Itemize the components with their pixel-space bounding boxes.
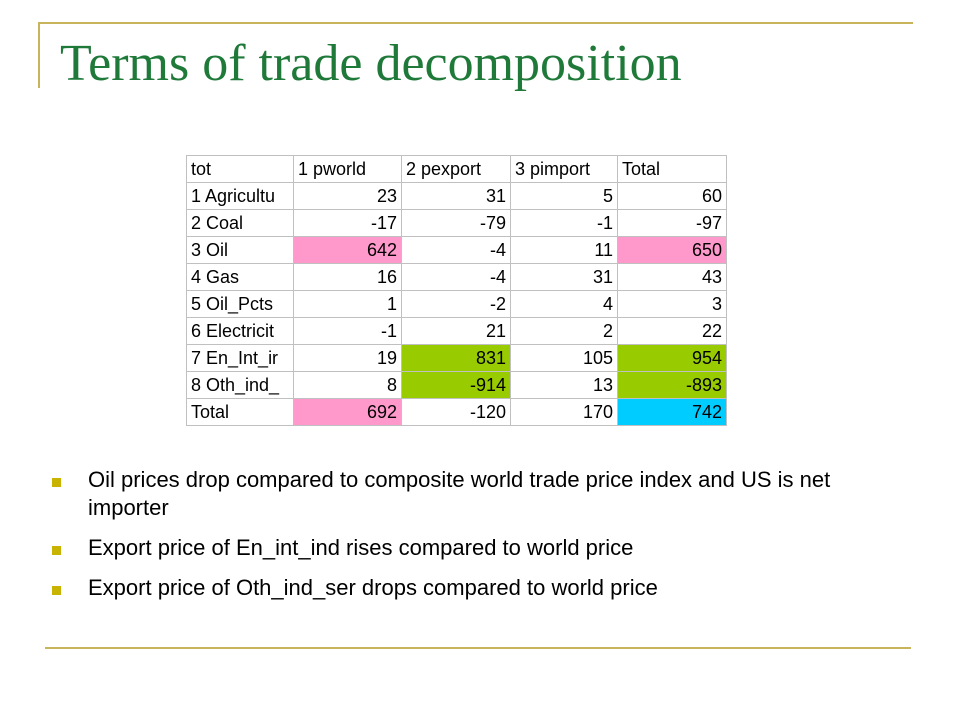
table-cell: -1 <box>510 209 618 237</box>
table-row: 2 Coal -17 -79 -1 -97 <box>186 209 727 237</box>
row-label: 3 Oil <box>186 236 294 264</box>
table-cell: 31 <box>510 263 618 291</box>
bullet-square-icon <box>52 546 61 555</box>
table-cell: -120 <box>401 398 511 426</box>
bullet-list: Oil prices drop compared to composite wo… <box>48 466 908 614</box>
top-divider <box>38 22 913 24</box>
table-cell: 23 <box>293 182 402 210</box>
row-label: 5 Oil_Pcts <box>186 290 294 318</box>
table-row: 5 Oil_Pcts 1 -2 4 3 <box>186 290 727 318</box>
bullet-square-icon <box>52 586 61 595</box>
header-cell: tot <box>186 155 294 183</box>
table-cell: 2 <box>510 317 618 345</box>
table-cell: -4 <box>401 236 511 264</box>
table-cell: -1 <box>293 317 402 345</box>
bottom-divider <box>45 647 911 649</box>
table-row: 7 En_Int_ir 19 831 105 954 <box>186 344 727 372</box>
row-label: 6 Electricit <box>186 317 294 345</box>
table-cell: 31 <box>401 182 511 210</box>
highlighted-cell: -893 <box>617 371 727 399</box>
table-cell: 21 <box>401 317 511 345</box>
bullet-square-icon <box>52 478 61 487</box>
table-cell: -97 <box>617 209 727 237</box>
table-row: 4 Gas 16 -4 31 43 <box>186 263 727 291</box>
bullet-text: Oil prices drop compared to composite wo… <box>88 467 831 520</box>
row-label: 4 Gas <box>186 263 294 291</box>
table-row: 6 Electricit -1 21 2 22 <box>186 317 727 345</box>
left-divider <box>38 22 40 88</box>
table-cell: 13 <box>510 371 618 399</box>
table-cell: 22 <box>617 317 727 345</box>
table-header-row: tot 1 pworld 2 pexport 3 pimport Total <box>186 155 727 183</box>
highlighted-cell: 742 <box>617 398 727 426</box>
highlighted-cell: 692 <box>293 398 402 426</box>
row-label: 2 Coal <box>186 209 294 237</box>
table-cell: 8 <box>293 371 402 399</box>
highlighted-cell: -914 <box>401 371 511 399</box>
table-row: 8 Oth_ind_ 8 -914 13 -893 <box>186 371 727 399</box>
row-label: 7 En_Int_ir <box>186 344 294 372</box>
bullet-item: Oil prices drop compared to composite wo… <box>48 466 908 522</box>
header-cell: 3 pimport <box>510 155 618 183</box>
table-cell: -4 <box>401 263 511 291</box>
row-label: 8 Oth_ind_ <box>186 371 294 399</box>
table-cell: -79 <box>401 209 511 237</box>
table-total-row: Total 692 -120 170 742 <box>186 398 727 426</box>
bullet-item: Export price of En_int_ind rises compare… <box>48 534 908 562</box>
table-cell: -17 <box>293 209 402 237</box>
bullet-text: Export price of En_int_ind rises compare… <box>88 535 634 560</box>
header-cell: 1 pworld <box>293 155 402 183</box>
highlighted-cell: 642 <box>293 236 402 264</box>
terms-of-trade-table: tot 1 pworld 2 pexport 3 pimport Total 1… <box>186 155 727 426</box>
table-cell: 60 <box>617 182 727 210</box>
bullet-item: Export price of Oth_ind_ser drops compar… <box>48 574 908 602</box>
table-row: 1 Agricultu 23 31 5 60 <box>186 182 727 210</box>
slide-title: Terms of trade decomposition <box>60 35 682 92</box>
table-cell: 19 <box>293 344 402 372</box>
row-label: 1 Agricultu <box>186 182 294 210</box>
table-cell: 1 <box>293 290 402 318</box>
table-cell: 170 <box>510 398 618 426</box>
table-cell: 43 <box>617 263 727 291</box>
header-cell: Total <box>617 155 727 183</box>
table-cell: 105 <box>510 344 618 372</box>
table-cell: 4 <box>510 290 618 318</box>
header-cell: 2 pexport <box>401 155 511 183</box>
highlighted-cell: 831 <box>401 344 511 372</box>
highlighted-cell: 650 <box>617 236 727 264</box>
table-cell: 5 <box>510 182 618 210</box>
table-row: 3 Oil 642 -4 11 650 <box>186 236 727 264</box>
table-cell: 11 <box>510 236 618 264</box>
table-cell: 3 <box>617 290 727 318</box>
row-label: Total <box>186 398 294 426</box>
bullet-text: Export price of Oth_ind_ser drops compar… <box>88 575 658 600</box>
highlighted-cell: 954 <box>617 344 727 372</box>
table-cell: -2 <box>401 290 511 318</box>
table-cell: 16 <box>293 263 402 291</box>
